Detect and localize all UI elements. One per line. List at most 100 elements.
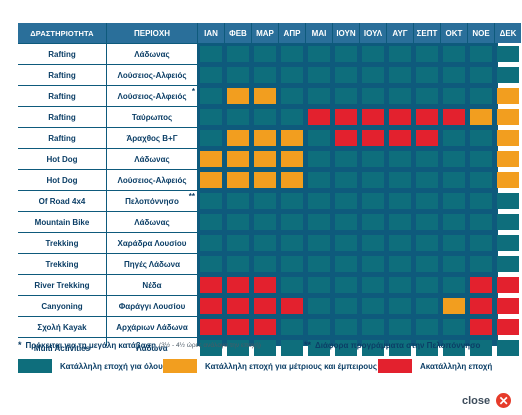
season-swatch-experienced	[227, 88, 249, 104]
month-cell	[495, 254, 521, 274]
season-swatch-experienced	[281, 151, 303, 167]
season-swatch-all	[227, 235, 249, 251]
close-icon[interactable]: ✕	[496, 393, 512, 408]
footnote-2-mark: **	[304, 340, 312, 350]
season-swatch-all	[227, 256, 249, 272]
season-swatch-all	[200, 46, 222, 62]
season-swatch-all	[281, 214, 303, 230]
season-swatch-unsuitable	[497, 319, 519, 335]
season-swatch-unsuitable	[227, 298, 249, 314]
month-cell	[414, 191, 440, 211]
region-cell: Λάδωνας	[107, 149, 197, 169]
color-legend: Κατάλληλη εποχή για όλους Κατάλληλη εποχ…	[18, 358, 498, 374]
region-label: Λούσειος-Αλφειός	[117, 175, 187, 185]
region-cell: Αρχάριων Λάδωνα	[107, 317, 197, 337]
month-cell	[441, 233, 467, 253]
season-swatch-all	[200, 235, 222, 251]
month-cell	[333, 44, 359, 64]
month-cell	[279, 128, 305, 148]
season-swatch-all	[227, 340, 249, 356]
season-swatch-all	[416, 46, 438, 62]
month-cell	[333, 212, 359, 232]
month-cell	[225, 212, 251, 232]
month-cell	[387, 233, 413, 253]
month-cell	[468, 191, 494, 211]
month-cell	[414, 149, 440, 169]
season-swatch-all	[281, 193, 303, 209]
month-cell	[414, 128, 440, 148]
month-cell	[279, 170, 305, 190]
season-swatch-all	[362, 256, 384, 272]
season-swatch-unsuitable	[308, 109, 330, 125]
month-cell	[198, 107, 224, 127]
season-swatch-all	[335, 67, 357, 83]
region-cell: Λούσειος-Αλφειός *	[107, 86, 197, 106]
season-swatch-unsuitable	[227, 277, 249, 293]
month-cell	[495, 338, 521, 358]
header-month: ΦΕΒ	[225, 23, 251, 43]
season-swatch-experienced	[254, 172, 276, 188]
season-swatch-all	[443, 130, 465, 146]
month-cell	[468, 254, 494, 274]
season-swatch-unsuitable	[227, 319, 249, 335]
activity-cell: Hot Dog	[18, 149, 106, 169]
season-swatch-all	[335, 256, 357, 272]
season-swatch-all	[416, 151, 438, 167]
season-swatch-all	[362, 193, 384, 209]
season-swatch-unsuitable	[443, 109, 465, 125]
season-swatch-all	[443, 235, 465, 251]
season-swatch-unsuitable	[335, 130, 357, 146]
month-cell	[198, 128, 224, 148]
month-cell	[279, 233, 305, 253]
month-cell	[333, 65, 359, 85]
header-month: ΝΟΕ	[468, 23, 494, 43]
legend-item-experienced: Κατάλληλη εποχή για μέτριους και έμπειρο…	[163, 358, 377, 374]
season-swatch-all	[254, 256, 276, 272]
header-month: ΙΑΝ	[198, 23, 224, 43]
season-swatch-all	[335, 214, 357, 230]
month-cell	[279, 275, 305, 295]
month-cell	[198, 212, 224, 232]
month-cell	[360, 86, 386, 106]
footnote-marker: *	[191, 87, 195, 96]
month-cell	[441, 275, 467, 295]
close-button[interactable]: close ✕	[462, 393, 512, 408]
month-cell	[441, 86, 467, 106]
month-cell	[225, 149, 251, 169]
season-swatch-all	[254, 67, 276, 83]
month-cell	[225, 170, 251, 190]
region-label: Λάδωνας	[134, 154, 170, 164]
month-cell	[495, 44, 521, 64]
month-cell	[279, 317, 305, 337]
season-swatch-all	[335, 88, 357, 104]
season-swatch-all	[281, 67, 303, 83]
month-cell	[495, 149, 521, 169]
month-cell	[198, 275, 224, 295]
month-cell	[495, 128, 521, 148]
month-cell	[387, 149, 413, 169]
month-cell	[225, 107, 251, 127]
month-cell	[414, 86, 440, 106]
legend-label-experienced: Κατάλληλη εποχή για μέτριους και έμπειρο…	[205, 361, 377, 371]
month-cell	[198, 86, 224, 106]
season-swatch-experienced	[281, 130, 303, 146]
header-region: ΠΕΡΙΟΧΗ	[107, 23, 197, 43]
season-swatch-all	[470, 172, 492, 188]
month-cell	[279, 86, 305, 106]
month-cell	[414, 170, 440, 190]
season-swatch-all	[362, 277, 384, 293]
month-cell	[441, 254, 467, 274]
month-cell	[225, 296, 251, 316]
season-swatch-unsuitable	[254, 319, 276, 335]
month-cell	[387, 212, 413, 232]
season-swatch-all	[308, 46, 330, 62]
month-cell	[252, 317, 278, 337]
month-cell	[252, 191, 278, 211]
month-cell	[252, 296, 278, 316]
month-cell	[387, 191, 413, 211]
activity-cell: Rafting	[18, 86, 106, 106]
month-cell	[198, 317, 224, 337]
season-swatch-all	[308, 298, 330, 314]
region-label: Πηγές Λάδωνα	[123, 259, 181, 269]
season-swatch-experienced	[497, 109, 519, 125]
